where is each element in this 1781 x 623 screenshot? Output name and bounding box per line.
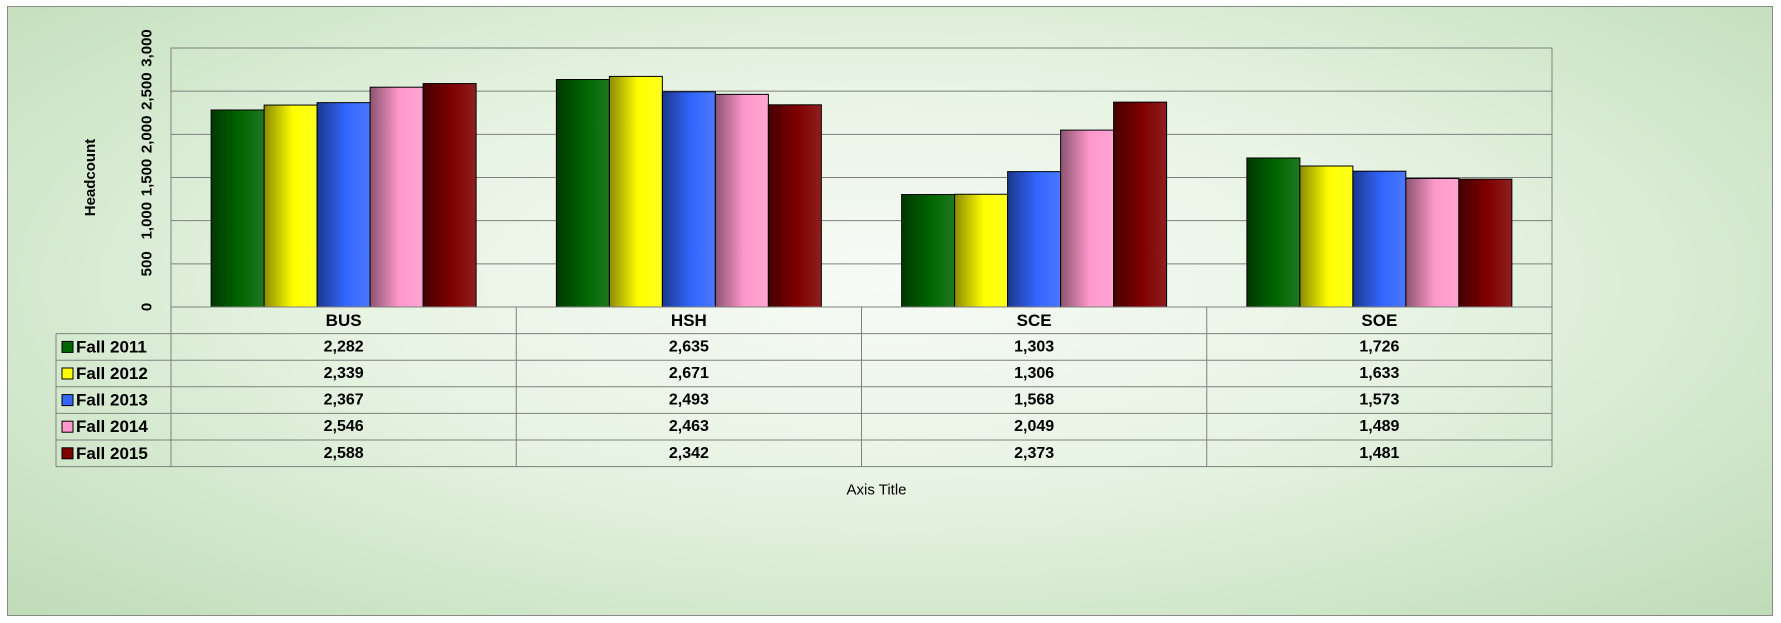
bar <box>316 102 371 308</box>
category-label: BUS <box>326 311 362 330</box>
data-label: 2,282 <box>324 338 364 355</box>
series-name: Fall 2011 <box>76 337 147 356</box>
bar <box>263 104 318 308</box>
data-label: 2,373 <box>1014 445 1054 462</box>
data-label: 1,489 <box>1359 418 1399 435</box>
legend-key <box>61 340 74 353</box>
bar <box>901 194 956 308</box>
bar <box>1352 170 1407 308</box>
bar <box>954 193 1009 308</box>
data-label: 2,588 <box>324 445 364 462</box>
series-name: Fall 2012 <box>76 364 148 383</box>
legend-key <box>61 420 74 433</box>
y-axis-ticks: 0 500 1,000 1,500 2,000 2,500 3,000 <box>139 29 156 311</box>
bar <box>1458 178 1513 308</box>
y-tick-label: 3,000 <box>139 29 156 67</box>
data-label: 1,573 <box>1359 392 1399 409</box>
data-label: 1,726 <box>1359 338 1399 355</box>
legend-key <box>61 447 74 460</box>
bars <box>210 75 1513 308</box>
bar <box>1246 157 1301 308</box>
data-label: 2,463 <box>669 418 709 435</box>
series-name: Fall 2013 <box>76 391 148 410</box>
bar <box>210 109 265 308</box>
y-tick-label: 1,000 <box>139 202 156 240</box>
y-tick-label: 2,000 <box>139 116 156 154</box>
bar <box>1060 129 1115 308</box>
data-label: 1,568 <box>1014 392 1054 409</box>
bar <box>1299 165 1354 308</box>
data-label: 2,049 <box>1014 418 1054 435</box>
category-label: HSH <box>671 311 707 330</box>
bar <box>714 93 769 308</box>
data-label: 2,635 <box>669 338 709 355</box>
y-tick-label: 0 <box>139 303 156 311</box>
y-tick-label: 500 <box>139 251 156 276</box>
data-label: 2,671 <box>669 365 709 382</box>
data-label: 2,342 <box>669 445 709 462</box>
data-label: 1,306 <box>1014 365 1054 382</box>
y-tick-label: 1,500 <box>139 159 156 197</box>
bar <box>608 75 663 308</box>
bar <box>369 86 424 308</box>
data-label: 2,339 <box>324 365 364 382</box>
bar <box>661 91 716 308</box>
data-label: 1,633 <box>1359 365 1399 382</box>
bar <box>767 104 822 308</box>
data-label: 1,303 <box>1014 338 1054 355</box>
data-label: 2,367 <box>324 392 364 409</box>
bar <box>1113 101 1168 308</box>
bar <box>422 83 477 308</box>
legend-key <box>61 394 74 407</box>
x-axis-title: Axis Title <box>846 482 906 499</box>
category-label: SCE <box>1017 311 1052 330</box>
data-table: BUS HSH SCE SOE Fall 2011 2,282 2,635 1,303 1,72… <box>55 306 1553 468</box>
bar <box>1405 177 1460 308</box>
series-name: Fall 2014 <box>76 417 148 436</box>
y-tick-label: 2,500 <box>139 72 156 110</box>
bar <box>1007 171 1062 308</box>
data-label: 2,493 <box>669 392 709 409</box>
data-label: 2,546 <box>324 418 364 435</box>
category-label: SOE <box>1361 311 1397 330</box>
legend-key <box>61 367 74 380</box>
y-axis-title: Headcount <box>82 139 99 217</box>
data-label: 1,481 <box>1359 445 1399 462</box>
bar <box>555 79 610 308</box>
series-name: Fall 2015 <box>76 444 148 463</box>
